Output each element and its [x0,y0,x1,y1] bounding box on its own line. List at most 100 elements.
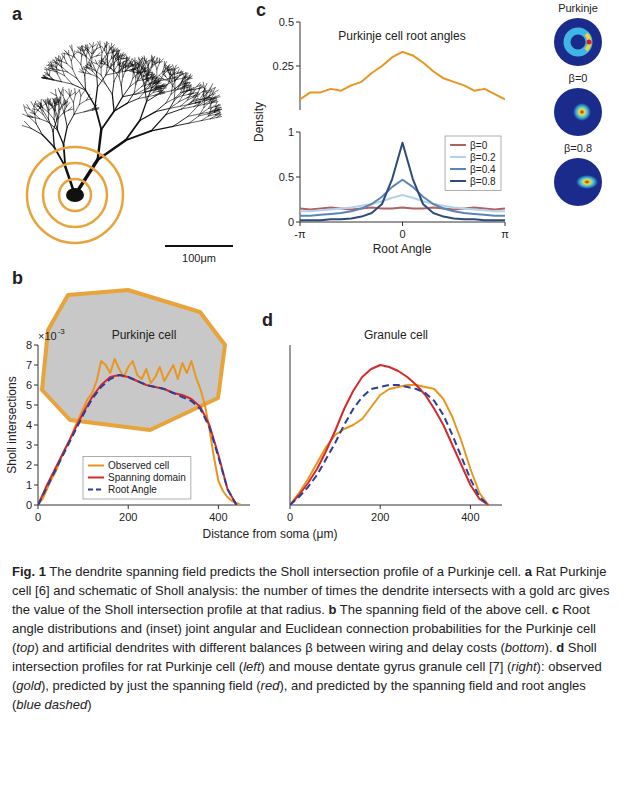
dendrite [81,90,85,96]
caption-text: ), predicted by just the spanning field … [41,678,261,693]
dendrite [54,99,55,104]
dendrite [119,70,121,77]
dendrite [36,124,42,135]
panel-letter: d [262,310,273,330]
y-tick-label: 0.5 [279,16,294,28]
dendrite [197,85,202,86]
legend-swatch [88,465,104,467]
legend-label: β=0.2 [470,152,496,163]
chart-title: Purkinje cell [112,328,177,342]
y-tick [34,405,38,406]
dendrite [101,75,105,83]
dendrite [72,50,75,57]
dendrite [49,71,50,76]
dendrite [125,131,151,141]
dendrite [185,73,188,77]
dendrite [201,119,210,121]
x-tick-label: 200 [119,511,137,523]
dendrite [106,42,108,47]
chart-title: Purkinje cell root angles [338,29,465,43]
dendrite [86,65,90,68]
dendrite [119,55,121,59]
dendrite [89,43,92,47]
inset-label: Purkinje [558,2,598,14]
dendrite [193,92,198,93]
dendrite [170,70,172,75]
dendrite [72,69,76,79]
dendrite [104,43,106,47]
dendrite [62,90,63,96]
dendrite [88,46,91,50]
dendrite [170,106,181,108]
dendrite [169,75,170,82]
dendrite [133,73,138,78]
dendrite [121,85,122,97]
dendrite [123,71,125,77]
x-tick [128,505,129,509]
dendrite [112,94,114,111]
dendrite [59,91,63,96]
caption-text: left [243,659,260,674]
dendrite [81,56,82,64]
panel-letter: c [256,0,266,20]
inset-heatmap [554,158,602,206]
dendrite [111,63,114,66]
dendrite [170,82,175,89]
dendrite [57,58,61,61]
dendrite [139,59,141,63]
dendrite [64,127,68,145]
x-tick [380,505,381,509]
dendrite [60,94,61,103]
dendrite [57,118,59,130]
dendrite [95,60,97,64]
dendrite [183,84,186,92]
dendrite [123,94,136,97]
dendrite [183,90,192,92]
dendrite [204,102,210,107]
dendrite [69,55,72,61]
y-tick [34,485,38,486]
y-tick [296,177,300,178]
dendrite [56,96,60,103]
dendrite [209,100,214,102]
dendrite [168,70,171,75]
dendrite [156,69,157,77]
dendrite [187,78,192,79]
dendrite [98,75,106,87]
sholl-circle [43,163,107,227]
dendrite [43,76,47,79]
dendrite [131,69,135,72]
x-tick-label: 0 [287,511,293,523]
dendrite [173,116,188,126]
dendrite [138,75,140,79]
inset-ring [567,31,589,53]
y-tick-label: 6 [26,379,32,391]
dendrite [143,58,145,63]
y-tick [34,385,38,386]
dendrite [171,89,177,94]
dendrite [142,76,145,86]
dendrite [203,93,207,101]
dendrite [111,47,114,51]
dendrite [84,75,86,90]
series-line [38,375,236,505]
dendrite [104,46,105,51]
dendrite [105,51,108,57]
inset-blob [573,103,591,121]
inset-blob [576,175,598,189]
dendrite [136,79,138,85]
dendrite [173,70,176,75]
dendrite [112,81,114,94]
sholl-circle [59,179,91,211]
dendrite [172,69,174,73]
dendrite [65,96,70,103]
dendrite [133,66,136,70]
x-tick-label: -π [294,228,306,240]
legend-label: Root Angle [108,484,157,495]
dendrite [185,78,188,83]
dendrite [217,116,222,118]
y-tick [296,22,300,23]
dendrite [204,94,205,100]
dendrite [129,60,132,65]
dendrite [160,84,163,88]
